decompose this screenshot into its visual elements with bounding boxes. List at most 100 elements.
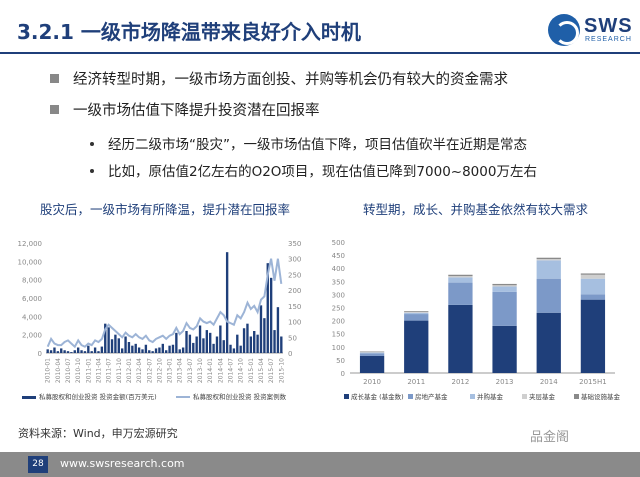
bar — [161, 343, 164, 353]
bar — [266, 263, 269, 353]
legend-swatch — [408, 394, 413, 399]
bar — [127, 342, 131, 353]
bar — [276, 307, 280, 353]
y-tick-label: 450 — [332, 252, 345, 260]
y-tick-label: 150 — [332, 331, 345, 339]
bar — [53, 347, 56, 353]
bullet-1-text: 经济转型时期，一级市场方面创投、并购等机会仍有较大的资金需求 — [73, 72, 508, 88]
bar — [178, 349, 181, 353]
stacked-bar-segment — [580, 278, 606, 295]
bar — [134, 343, 137, 353]
bar — [219, 325, 222, 353]
legend-label: 私募股权和创业投资 投资案例数 — [193, 392, 287, 401]
x-tick-label: 2012 — [452, 378, 470, 386]
y-tick-label-left: 12,000 — [18, 240, 43, 248]
stacked-bar-segment — [448, 276, 473, 278]
bar — [63, 350, 66, 353]
x-tick-label: 2011-04 — [95, 358, 102, 383]
y-tick-label: 400 — [332, 265, 345, 273]
sub-bullet-2: 比如，原估值2亿左右的O2O项目，现在估值已降到7000~8000万左右 — [90, 160, 537, 180]
bar — [60, 348, 63, 353]
x-tick-label: 2013-04 — [177, 358, 184, 383]
stacked-bar-segment — [492, 286, 517, 292]
y-tick-label-right: 350 — [288, 240, 301, 248]
legend-label: 私募股权和创业投资 投资金额(百万美元) — [39, 392, 157, 401]
bar — [195, 336, 198, 353]
stacked-bar-segment — [404, 314, 429, 321]
bullet-2: 一级市场估值下降提升投资潜在回报率 — [50, 99, 320, 120]
bar — [76, 347, 80, 353]
bar — [181, 347, 185, 353]
x-tick-label: 2014-04 — [217, 358, 224, 383]
bar — [249, 336, 253, 353]
bar — [225, 252, 229, 353]
bar — [117, 338, 120, 353]
sub-bullet-1: 经历二级市场“股灾”，一级市场估值下降，项目估值砍半在近期是常态 — [90, 133, 527, 153]
stacked-bar-segment — [580, 294, 606, 300]
x-tick-label: 2013 — [496, 378, 514, 386]
y-tick-label-right: 300 — [288, 256, 301, 264]
x-tick-label: 2010 — [363, 378, 381, 386]
y-tick-label-left: 0 — [38, 350, 42, 358]
y-tick-label-right: 100 — [288, 319, 301, 327]
stacked-bar-segment — [359, 351, 385, 353]
bar — [188, 334, 192, 353]
bar — [168, 345, 171, 353]
dot-bullet-icon — [90, 169, 94, 173]
legend-label: 基础设施基金 — [581, 392, 621, 401]
bullet-2-text: 一级市场估值下降提升投资潜在回报率 — [73, 103, 320, 119]
investment-chart: 0 2,000 4,000 6,000 8,000 10,000 12,000 0 50 100 1… — [18, 240, 302, 401]
bar — [49, 350, 53, 353]
bar — [141, 349, 144, 353]
page-number: 28 — [28, 456, 48, 473]
bar — [205, 330, 209, 353]
y-tick-label-left: 2,000 — [22, 332, 42, 340]
y-tick-label-right: 200 — [288, 287, 301, 295]
bar — [154, 348, 158, 353]
square-bullet-icon — [50, 105, 59, 114]
bar — [239, 345, 242, 353]
bar — [202, 338, 205, 353]
stacked-bar-segment — [536, 259, 561, 261]
y-tick-label: 500 — [332, 239, 345, 247]
stacked-bar-segment — [448, 274, 473, 277]
x-tick-label: 2010-04 — [55, 358, 62, 383]
x-tick-label: 2012-01 — [126, 358, 133, 383]
stacked-bar-segment — [492, 291, 517, 326]
square-bullet-icon — [50, 74, 59, 83]
stacked-bar-segment — [580, 274, 606, 279]
stacked-bar-segment — [404, 311, 429, 313]
stacked-bar-segment — [536, 312, 561, 373]
x-tick-label: 2014-10 — [238, 358, 245, 383]
bar — [215, 336, 219, 353]
x-tick-label: 2010-01 — [45, 358, 52, 383]
stacked-bar-segment — [404, 320, 429, 373]
left-chart-title: 股灾后，一级市场有所降温，提升潜在回报率 — [40, 202, 291, 217]
x-tick-label: 2013-01 — [167, 358, 174, 383]
bar — [97, 351, 100, 353]
bar — [131, 345, 134, 353]
bar — [148, 350, 151, 353]
bar — [229, 344, 232, 353]
x-tick-label: 2011 — [407, 378, 425, 386]
bar — [110, 339, 114, 353]
bar — [236, 334, 239, 353]
x-tick-label: 2014-07 — [228, 358, 235, 383]
bar — [114, 334, 117, 353]
x-tick-label: 2011-01 — [85, 358, 92, 383]
x-tick-label: 2015H1 — [579, 378, 607, 386]
y-tick-label-left: 10,000 — [18, 258, 43, 266]
bar — [144, 344, 148, 353]
bar — [209, 332, 212, 353]
legend-swatch — [22, 396, 36, 399]
stacked-bar-segment — [536, 278, 561, 313]
stacked-bar-segment — [492, 283, 517, 286]
bar — [66, 351, 70, 353]
bar — [185, 331, 188, 353]
page-title: 3.2.1 一级市场降温带来良好介入时机 — [17, 20, 361, 44]
y-tick-label-right: 0 — [288, 350, 292, 358]
y-tick-label-right: 50 — [288, 334, 297, 342]
bar — [222, 340, 225, 353]
stacked-bar-segment — [448, 304, 473, 373]
bar — [137, 347, 141, 353]
